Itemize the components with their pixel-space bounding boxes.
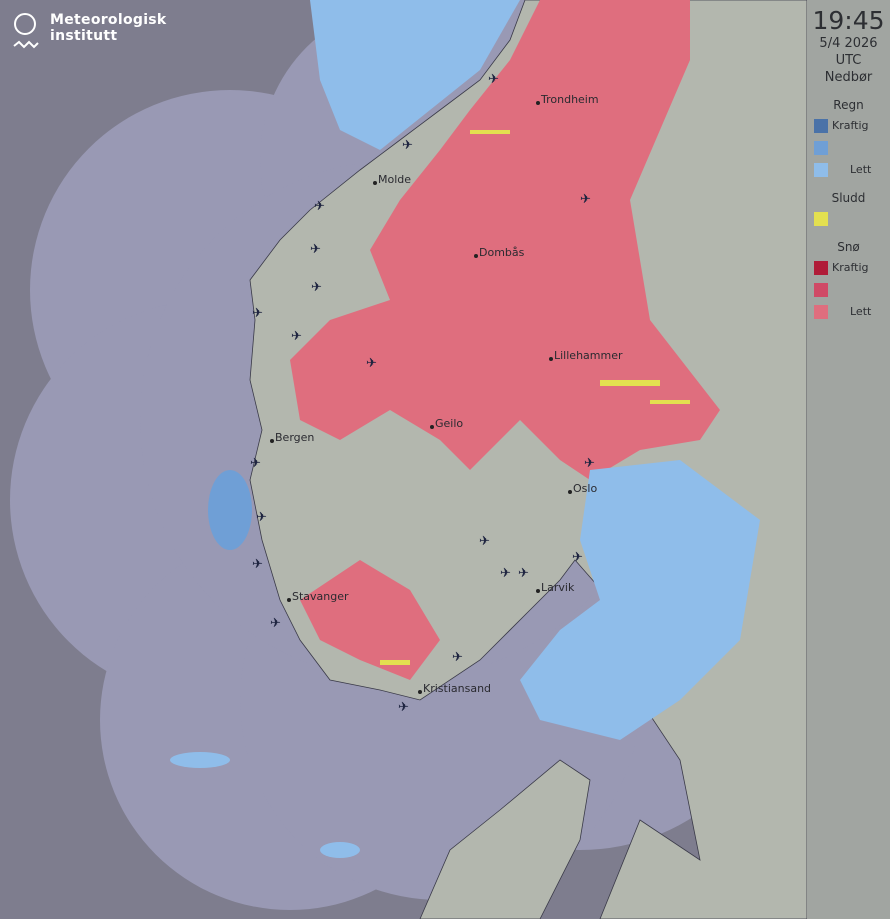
date: 5/4 2026 — [819, 36, 878, 51]
airplane-icon: ✈ — [488, 72, 499, 87]
airplane-icon: ✈ — [452, 650, 463, 665]
airplane-icon: ✈ — [256, 510, 267, 525]
city-label: Molde — [378, 173, 411, 186]
airplane-icon: ✈ — [252, 557, 263, 572]
airplane-icon: ✈ — [572, 550, 583, 565]
rain-heading: Regn — [833, 98, 864, 112]
swatch — [814, 260, 828, 275]
city-label: Dombås — [479, 246, 525, 259]
airplane-icon: ✈ — [479, 534, 490, 549]
snow-light: Lett — [814, 302, 890, 321]
snow-precipitation — [290, 0, 720, 680]
airplane-icon: ✈ — [402, 138, 413, 153]
snow-medium — [814, 280, 890, 299]
swatch — [814, 162, 828, 177]
city-marker — [270, 439, 274, 443]
sleet-heading: Sludd — [831, 191, 866, 205]
met-logo-icon — [13, 13, 39, 49]
city-marker — [430, 425, 434, 429]
airplane-icon: ✈ — [366, 356, 377, 371]
snow-heading: Snø — [837, 240, 860, 254]
city-label: Stavanger — [292, 590, 349, 603]
city-labels: Trondheim Molde Dombås Lillehammer Geilo Berg… — [270, 93, 623, 695]
airplane-icon: ✈ — [250, 456, 261, 471]
airplane-icon: ✈ — [398, 700, 409, 715]
airplane-icon: ✈ — [500, 566, 511, 581]
label-strong: Kraftig — [832, 261, 869, 274]
rain-medium — [814, 138, 890, 157]
sleet-row — [814, 209, 890, 228]
airplane-icon: ✈ — [580, 192, 591, 207]
label-light: Lett — [850, 305, 872, 318]
city-marker — [536, 101, 540, 105]
label-strong: Kraftig — [832, 119, 869, 132]
city-label: Bergen — [275, 431, 314, 444]
city-marker — [287, 598, 291, 602]
swatch — [814, 304, 828, 319]
airplane-icon: ✈ — [310, 242, 321, 257]
swatch — [814, 282, 828, 297]
city-label: Lillehammer — [554, 349, 623, 362]
city-marker — [418, 690, 422, 694]
airplane-icon: ✈ — [314, 199, 325, 214]
airplane-icon: ✈ — [518, 566, 529, 581]
sleet-precipitation — [380, 130, 690, 665]
time: 19:45 — [812, 6, 885, 35]
snow-strong: Kraftig — [814, 258, 890, 277]
land-denmark — [419, 759, 591, 919]
label-light: Lett — [850, 163, 872, 176]
rain-strong: Kraftig — [814, 116, 890, 135]
city-marker — [549, 357, 553, 361]
city-marker — [474, 254, 478, 258]
logo-line1: Meteorologisk — [50, 12, 167, 28]
airplane-icon: ✈ — [291, 329, 302, 344]
airplane-icon: ✈ — [270, 616, 281, 631]
swatch — [814, 118, 828, 133]
city-label: Kristiansand — [423, 682, 491, 695]
swatch — [814, 140, 828, 155]
airports: ✈ ✈ ✈ ✈ ✈ ✈ ✈ ✈ ✈ ✈ ✈ ✈ ✈ ✈ ✈ ✈ ✈ ✈ ✈ ✈ — [250, 72, 595, 715]
timezone: UTC — [835, 53, 862, 68]
met-logo[interactable]: Meteorologisk institutt — [12, 12, 167, 52]
city-marker — [536, 589, 540, 593]
city-label: Trondheim — [540, 93, 599, 106]
city-marker — [373, 181, 377, 185]
city-marker — [568, 490, 572, 494]
city-label: Oslo — [573, 482, 597, 495]
legend-panel: 19:45 5/4 2026 UTC Nedbør Regn Kraftig L… — [807, 0, 890, 919]
airplane-icon: ✈ — [311, 280, 322, 295]
airplane-icon: ✈ — [252, 306, 263, 321]
logo-line2: institutt — [50, 28, 118, 44]
city-label: Larvik — [541, 581, 575, 594]
rain-precipitation — [170, 0, 760, 858]
swatch — [814, 211, 828, 226]
rain-light: Lett — [814, 160, 890, 179]
legend-title: Nedbør — [824, 70, 873, 85]
airplane-icon: ✈ — [584, 456, 595, 471]
city-label: Geilo — [435, 417, 463, 430]
